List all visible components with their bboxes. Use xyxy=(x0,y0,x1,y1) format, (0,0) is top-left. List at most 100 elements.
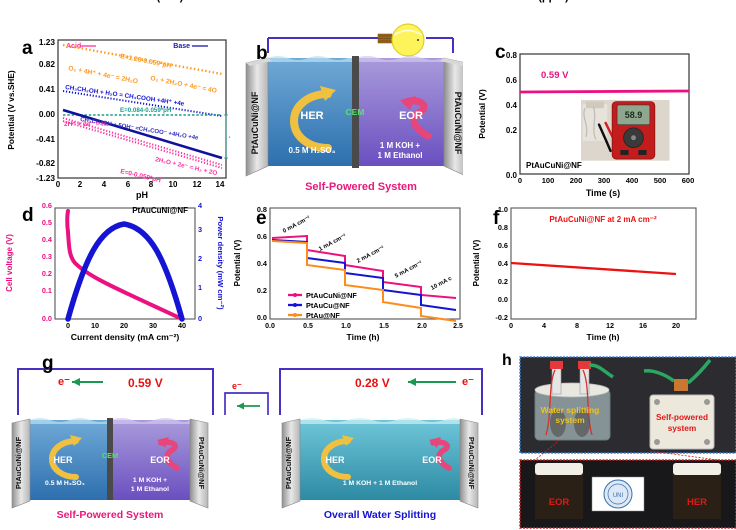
svg-text:0.6: 0.6 xyxy=(42,201,52,210)
svg-text:Cell voltage (V): Cell voltage (V) xyxy=(5,234,14,292)
svg-text:Base: Base xyxy=(173,43,190,50)
svg-text:10: 10 xyxy=(169,180,178,189)
svg-text:1.0: 1.0 xyxy=(341,323,351,330)
svg-text:PtAuCuNi@NF: PtAuCuNi@NF xyxy=(467,437,476,490)
svg-text:Water splitting: Water splitting xyxy=(541,405,600,415)
svg-text:Overall Water Splitting: Overall Water Splitting xyxy=(324,509,436,521)
svg-text:PtAuCuNi@NF at 2 mA cm⁻²: PtAuCuNi@NF at 2 mA cm⁻² xyxy=(549,215,657,224)
svg-text:Time (s): Time (s) xyxy=(586,188,620,198)
svg-text:4: 4 xyxy=(542,321,547,330)
svg-text:Current density (mA cm⁻²): Current density (mA cm⁻²) xyxy=(71,332,180,342)
svg-text:0.5: 0.5 xyxy=(303,323,313,330)
svg-text:0: 0 xyxy=(56,180,61,189)
svg-text:0.4: 0.4 xyxy=(257,259,268,268)
svg-text:PtAuCuNi@NF: PtAuCuNi@NF xyxy=(197,437,206,490)
svg-text:1: 1 xyxy=(198,283,202,292)
svg-text:0.8: 0.8 xyxy=(506,51,518,60)
svg-text:1.5: 1.5 xyxy=(379,323,389,330)
svg-text:0.2: 0.2 xyxy=(42,269,52,278)
svg-text:2.5: 2.5 xyxy=(453,323,463,330)
svg-text:PtAuCuNi@NF: PtAuCuNi@NF xyxy=(14,436,23,489)
svg-text:0.0: 0.0 xyxy=(506,171,518,180)
svg-text:-0.41: -0.41 xyxy=(36,134,55,144)
svg-text:1 M KOH +: 1 M KOH + xyxy=(133,477,167,484)
svg-text:0.4: 0.4 xyxy=(498,259,509,268)
svg-text:0.0: 0.0 xyxy=(257,313,267,322)
svg-text:0.82: 0.82 xyxy=(39,59,56,69)
svg-text:Time (h): Time (h) xyxy=(587,332,620,342)
svg-text:1 M Ethanol: 1 M Ethanol xyxy=(378,151,423,160)
svg-text:30: 30 xyxy=(149,321,157,330)
svg-text:1 M KOH +: 1 M KOH + xyxy=(380,141,421,150)
svg-text:2: 2 xyxy=(198,254,202,263)
svg-text:0.2: 0.2 xyxy=(257,286,267,295)
svg-text:PtAuCuNi@NF: PtAuCuNi@NF xyxy=(306,291,357,300)
svg-text:4: 4 xyxy=(198,201,203,210)
svg-text:PtAu@NF: PtAu@NF xyxy=(306,311,340,320)
svg-text:0.3: 0.3 xyxy=(42,252,52,261)
svg-text:16: 16 xyxy=(639,321,647,330)
svg-text:1 M KOH + 1 M Ethanol: 1 M KOH + 1 M Ethanol xyxy=(343,480,417,487)
svg-text:14: 14 xyxy=(216,180,225,189)
svg-text:0.4: 0.4 xyxy=(506,101,518,110)
svg-text:system: system xyxy=(668,423,697,433)
svg-text:Potential (V): Potential (V) xyxy=(233,239,242,286)
svg-text:2.0: 2.0 xyxy=(417,323,427,330)
svg-text:e⁻: e⁻ xyxy=(58,376,70,388)
svg-text:E=0.084-0.059*pH: E=0.084-0.059*pH xyxy=(120,107,172,114)
svg-text:system: system xyxy=(555,415,585,425)
svg-text:e⁻: e⁻ xyxy=(462,376,474,388)
svg-text:HER: HER xyxy=(300,110,323,122)
svg-text:0: 0 xyxy=(66,321,70,330)
svg-text:12: 12 xyxy=(606,321,614,330)
svg-text:0.00: 0.00 xyxy=(39,109,56,119)
svg-text:Self-Powered System: Self-Powered System xyxy=(305,181,417,193)
svg-text:HER: HER xyxy=(53,455,73,465)
svg-text:Self-Powered System: Self-Powered System xyxy=(57,509,164,521)
svg-text:0: 0 xyxy=(518,176,522,185)
svg-text:-0.2: -0.2 xyxy=(495,313,508,322)
svg-text:EOR: EOR xyxy=(150,455,170,465)
svg-text:HER: HER xyxy=(325,455,345,465)
svg-text:6: 6 xyxy=(126,180,131,189)
svg-text:CEM: CEM xyxy=(346,107,365,117)
svg-text:-1.23: -1.23 xyxy=(36,173,55,183)
svg-text:1 M Ethanol: 1 M Ethanol xyxy=(131,486,169,493)
svg-text:Self-powered: Self-powered xyxy=(656,412,708,422)
svg-text:0.0: 0.0 xyxy=(498,295,508,304)
svg-text:Time (h): Time (h) xyxy=(347,332,380,342)
svg-text:0.1: 0.1 xyxy=(42,286,52,295)
svg-text:0.5: 0.5 xyxy=(42,218,52,227)
svg-text:0.0: 0.0 xyxy=(42,314,52,323)
svg-text:EOR: EOR xyxy=(399,110,423,122)
svg-text:12: 12 xyxy=(193,180,202,189)
svg-text:0.2: 0.2 xyxy=(506,126,518,135)
svg-text:-0.82: -0.82 xyxy=(36,158,55,168)
svg-text:PtAuCuNi@NF: PtAuCuNi@NF xyxy=(250,91,260,154)
svg-text:0.41: 0.41 xyxy=(39,84,56,94)
svg-text:1.0: 1.0 xyxy=(498,205,508,214)
svg-text:0.6: 0.6 xyxy=(506,76,518,85)
svg-text:e⁻: e⁻ xyxy=(232,381,242,391)
svg-text:20: 20 xyxy=(672,321,680,330)
svg-text:UNI: UNI xyxy=(613,493,624,499)
svg-text:400: 400 xyxy=(626,176,639,185)
svg-text:1.23: 1.23 xyxy=(39,37,56,47)
svg-text:EOR: EOR xyxy=(549,497,570,508)
svg-text:8: 8 xyxy=(575,321,579,330)
svg-text:HER: HER xyxy=(687,497,707,508)
svg-text:10: 10 xyxy=(91,321,99,330)
svg-text:Potential (V): Potential (V) xyxy=(477,89,487,139)
svg-text:PtAuCuNi@NF: PtAuCuNi@NF xyxy=(526,161,582,170)
svg-text:Power density (mW cm⁻²): Power density (mW cm⁻²) xyxy=(216,216,225,310)
svg-text:PtAuCuNi@NF: PtAuCuNi@NF xyxy=(453,92,463,155)
svg-text:0.8: 0.8 xyxy=(498,223,508,232)
svg-text:0.2: 0.2 xyxy=(498,277,508,286)
svg-text:CEM: CEM xyxy=(102,451,118,460)
svg-text:20: 20 xyxy=(120,321,128,330)
svg-text:0.5 M H₂SO₄: 0.5 M H₂SO₄ xyxy=(45,480,85,487)
svg-text:Potential (V vs.SHE): Potential (V vs.SHE) xyxy=(6,70,16,150)
svg-text:0.5 M H₂SO₄: 0.5 M H₂SO₄ xyxy=(289,146,336,155)
svg-text:PtAuCu@NF: PtAuCu@NF xyxy=(306,301,350,310)
svg-text:0.59 V: 0.59 V xyxy=(541,70,569,81)
